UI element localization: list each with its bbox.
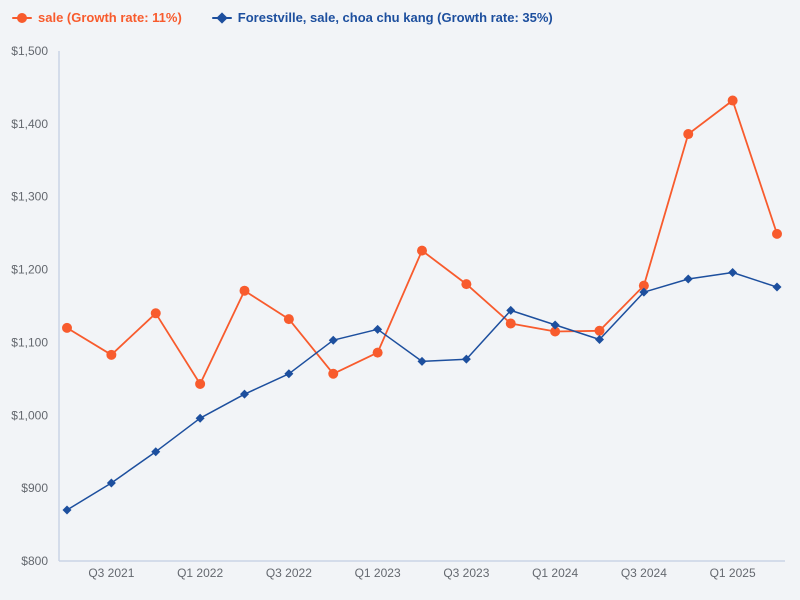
data-point-marker[interactable]: [195, 413, 205, 423]
x-axis-tick-label: Q1 2022: [177, 566, 223, 580]
x-axis-tick-label: Q3 2022: [266, 566, 312, 580]
legend-item-sale[interactable]: sale (Growth rate: 11%): [12, 8, 182, 28]
x-axis-tick-label: Q3 2021: [88, 566, 134, 580]
y-axis-tick-label: $1,100: [11, 335, 48, 349]
data-point-marker[interactable]: [550, 326, 561, 337]
data-point-marker[interactable]: [683, 274, 693, 284]
data-point-marker[interactable]: [638, 280, 649, 291]
legend-item-forestville[interactable]: Forestville, sale, choa chu kang (Growth…: [211, 8, 553, 28]
x-axis-tick-label: Q3 2023: [443, 566, 489, 580]
legend-label-sale: sale (Growth rate: 11%): [38, 10, 182, 25]
y-axis-tick-label: $1,300: [11, 190, 48, 204]
data-point-marker[interactable]: [728, 267, 738, 277]
data-point-marker[interactable]: [372, 347, 383, 358]
y-axis-tick-label: $900: [21, 481, 48, 495]
x-axis-tick-label: Q1 2024: [532, 566, 578, 580]
data-point-marker[interactable]: [373, 324, 383, 334]
data-point-marker[interactable]: [594, 325, 605, 336]
data-point-marker[interactable]: [62, 322, 72, 333]
data-point-marker[interactable]: [505, 318, 516, 329]
data-point-marker[interactable]: [461, 354, 471, 364]
y-axis-tick-label: $1,400: [11, 117, 48, 131]
data-point-marker[interactable]: [461, 279, 472, 290]
data-point-marker[interactable]: [151, 447, 161, 457]
data-point-marker[interactable]: [150, 308, 161, 319]
series-line-forestville: [66, 271, 778, 511]
y-axis-tick-label: $1,000: [11, 408, 48, 422]
chart-legend: sale (Growth rate: 11%) Forestville, sal…: [12, 8, 553, 28]
data-point-marker[interactable]: [284, 369, 294, 379]
y-axis-tick-label: $1,500: [11, 44, 48, 58]
series-line-sale: [66, 99, 778, 385]
data-point-marker[interactable]: [772, 282, 782, 292]
data-point-marker[interactable]: [195, 378, 206, 389]
data-point-marker[interactable]: [328, 368, 339, 379]
data-point-marker[interactable]: [283, 314, 294, 325]
forestville-series-marker-icon: [211, 12, 232, 24]
data-point-marker[interactable]: [106, 349, 117, 360]
data-point-marker[interactable]: [239, 285, 250, 296]
y-axis-tick-label: $800: [21, 554, 48, 568]
x-axis-tick-label: Q1 2025: [710, 566, 756, 580]
legend-label-forestville: Forestville, sale, choa chu kang (Growth…: [237, 10, 553, 25]
data-point-marker[interactable]: [417, 245, 427, 256]
data-point-marker[interactable]: [328, 335, 338, 345]
data-point-marker[interactable]: [639, 287, 649, 297]
data-point-marker[interactable]: [506, 305, 516, 315]
data-point-marker[interactable]: [772, 228, 782, 239]
x-axis-tick-label: Q3 2024: [621, 566, 667, 580]
data-point-marker[interactable]: [727, 95, 738, 106]
data-point-marker[interactable]: [683, 129, 694, 140]
data-point-marker[interactable]: [240, 389, 249, 399]
data-point-marker[interactable]: [550, 320, 560, 330]
data-point-marker[interactable]: [106, 478, 116, 488]
x-axis-tick-label: Q1 2023: [355, 566, 401, 580]
data-point-marker[interactable]: [595, 335, 604, 345]
y-axis-tick-label: $1,200: [11, 263, 48, 277]
sale-series-marker-icon: [12, 12, 32, 24]
data-point-marker[interactable]: [417, 356, 427, 366]
data-point-marker[interactable]: [62, 505, 72, 515]
